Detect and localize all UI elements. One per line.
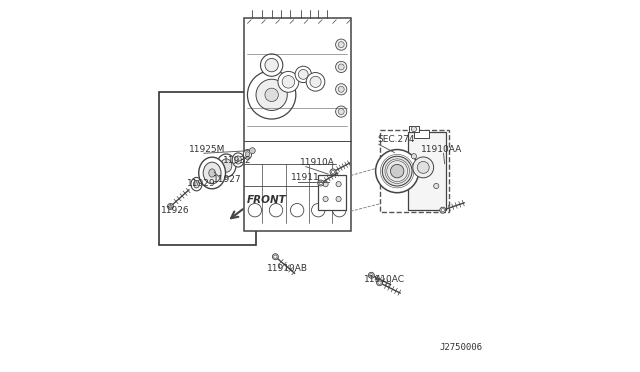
Bar [244, 18, 351, 231]
Text: 11927: 11927 [213, 174, 241, 183]
Circle shape [169, 205, 172, 208]
Circle shape [168, 203, 173, 209]
Circle shape [376, 150, 419, 193]
Circle shape [295, 66, 312, 83]
Circle shape [370, 274, 373, 277]
Circle shape [248, 71, 296, 119]
Circle shape [318, 180, 324, 186]
Bar [408, 132, 445, 210]
Circle shape [265, 88, 278, 102]
Circle shape [335, 39, 347, 50]
Circle shape [310, 76, 321, 87]
Circle shape [330, 169, 336, 175]
Bar [414, 130, 429, 138]
Circle shape [338, 109, 344, 115]
Circle shape [412, 126, 417, 132]
Text: J2750006: J2750006 [440, 343, 483, 352]
Circle shape [319, 182, 323, 185]
Ellipse shape [199, 157, 225, 189]
Bar [380, 130, 449, 212]
Circle shape [250, 148, 255, 154]
Text: 11910AC: 11910AC [364, 275, 405, 284]
Circle shape [332, 170, 335, 173]
Circle shape [335, 106, 347, 117]
Circle shape [335, 61, 347, 73]
Text: FRONT: FRONT [246, 195, 286, 205]
Ellipse shape [235, 156, 241, 164]
Circle shape [382, 156, 412, 186]
Text: 11910AA: 11910AA [421, 145, 463, 154]
Ellipse shape [193, 180, 200, 188]
Bar [159, 92, 256, 245]
Circle shape [291, 203, 304, 217]
Circle shape [441, 209, 444, 212]
Circle shape [412, 154, 417, 159]
Circle shape [376, 280, 383, 286]
Ellipse shape [243, 150, 252, 159]
Text: 11929: 11929 [187, 179, 216, 188]
Text: 11910A: 11910A [300, 158, 335, 167]
Circle shape [298, 70, 308, 79]
Circle shape [312, 203, 325, 217]
Circle shape [338, 42, 344, 48]
Circle shape [390, 164, 404, 178]
Circle shape [248, 203, 262, 217]
Circle shape [256, 79, 287, 110]
Circle shape [369, 272, 374, 278]
Circle shape [323, 196, 328, 202]
Circle shape [333, 203, 346, 217]
Circle shape [306, 73, 325, 91]
Text: 11925M: 11925M [189, 145, 225, 154]
Circle shape [269, 203, 283, 217]
Circle shape [274, 255, 277, 258]
Ellipse shape [232, 153, 244, 167]
Bar [410, 126, 419, 132]
Circle shape [378, 281, 381, 284]
Ellipse shape [245, 152, 250, 157]
Circle shape [336, 196, 341, 202]
Circle shape [323, 182, 328, 187]
Circle shape [260, 54, 283, 76]
Circle shape [440, 207, 445, 213]
Circle shape [338, 86, 344, 92]
Bar [318, 175, 346, 210]
Ellipse shape [191, 177, 202, 191]
Circle shape [434, 183, 439, 189]
Circle shape [282, 76, 294, 88]
Circle shape [417, 161, 429, 173]
Circle shape [265, 58, 278, 72]
Circle shape [335, 84, 347, 95]
Ellipse shape [221, 159, 232, 172]
Text: 11926: 11926 [161, 206, 189, 215]
Circle shape [336, 182, 341, 187]
Ellipse shape [216, 154, 236, 177]
Circle shape [273, 254, 278, 260]
Text: 11911: 11911 [291, 173, 320, 182]
Text: 11910AB: 11910AB [267, 264, 308, 273]
Text: 11932: 11932 [223, 156, 251, 165]
Circle shape [278, 71, 299, 92]
Circle shape [338, 64, 344, 70]
Ellipse shape [209, 169, 216, 177]
Ellipse shape [203, 162, 221, 184]
Circle shape [413, 157, 434, 178]
Text: SEC.274: SEC.274 [378, 135, 415, 144]
